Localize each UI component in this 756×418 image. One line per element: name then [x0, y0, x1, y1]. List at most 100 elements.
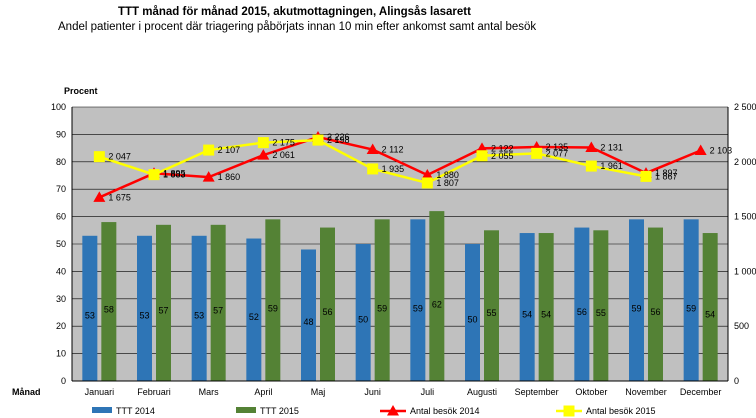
y-tick-label: 90 — [56, 129, 66, 139]
y2-tick-label: 2 000 — [734, 157, 756, 167]
bar-data-label: 59 — [268, 303, 278, 313]
bar — [301, 249, 316, 381]
bar — [702, 233, 718, 381]
bar — [519, 233, 535, 381]
bar — [355, 244, 371, 381]
point-data-label: 1 867 — [655, 171, 678, 181]
series-point — [421, 177, 433, 189]
legend: TTT 2014 TTT 2015 Antal besök 2014 Antal be… — [92, 405, 656, 417]
legend-swatch — [92, 407, 112, 413]
legend-label: Antal besök 2015 — [586, 406, 656, 416]
y-tick-label: 20 — [56, 321, 66, 331]
y-tick-label: 10 — [56, 349, 66, 359]
bar — [465, 244, 480, 381]
x-tick-label: Maj — [311, 387, 326, 397]
y-tick-label: 50 — [56, 239, 66, 249]
bar — [574, 227, 590, 381]
bar-data-label: 48 — [303, 317, 313, 327]
y-tick-label: 40 — [56, 266, 66, 276]
series-point — [203, 144, 215, 156]
point-data-label: 2 198 — [327, 135, 350, 145]
legend-label: TTT 2015 — [260, 406, 299, 416]
series-point — [585, 141, 598, 152]
point-data-label: 2 077 — [546, 148, 569, 158]
y-tick-label: 70 — [56, 184, 66, 194]
legend-marker — [563, 405, 575, 417]
bar — [137, 235, 152, 381]
bar-data-label: 56 — [650, 307, 660, 317]
series-point — [93, 151, 105, 163]
y-tick-label: 80 — [56, 157, 66, 167]
series-point — [257, 137, 269, 149]
bar — [429, 211, 445, 381]
bar-data-label: 50 — [467, 314, 477, 324]
chart-subtitle: Andel patienter i procent där triagering… — [58, 21, 536, 33]
bar-data-label: 58 — [104, 304, 114, 314]
series-point — [202, 171, 215, 182]
bar — [101, 222, 117, 381]
chart-title: TTT månad för månad 2015, akutmottagning… — [118, 6, 471, 18]
point-data-label: 1 935 — [382, 164, 405, 174]
bar-data-label: 53 — [139, 311, 149, 321]
series-point — [640, 170, 652, 182]
bar-data-label: 50 — [358, 314, 368, 324]
bar-data-label: 54 — [522, 309, 532, 319]
point-data-label: 1 883 — [163, 170, 186, 180]
bar-data-label: 53 — [194, 311, 204, 321]
bar — [629, 219, 644, 381]
bar — [538, 233, 554, 381]
point-data-label: 1 807 — [436, 178, 459, 188]
bar-data-label: 54 — [541, 309, 551, 319]
point-data-label: 2 135 — [546, 142, 569, 152]
series-point — [312, 134, 324, 146]
x-tick-label: Juli — [421, 387, 435, 397]
bar — [191, 235, 207, 381]
bar-data-label: 56 — [322, 307, 332, 317]
bar — [374, 219, 390, 381]
x-axis-label: Månad — [12, 387, 41, 397]
x-tick-label: Mars — [199, 387, 219, 397]
x-tick-label: December — [680, 387, 722, 397]
y2-tick-label: 0 — [734, 376, 739, 386]
point-data-label: 2 112 — [382, 145, 404, 155]
series-point — [694, 144, 707, 156]
y-tick-label: 60 — [56, 212, 66, 222]
bar — [648, 227, 663, 381]
y2-tick-label: 1 000 — [734, 266, 756, 276]
series-point — [257, 149, 270, 160]
bar-data-label: 56 — [577, 307, 587, 317]
point-data-label: 2 047 — [108, 152, 131, 162]
series-point — [421, 168, 434, 180]
point-data-label: 1 961 — [600, 161, 623, 171]
legend-label: TTT 2014 — [116, 406, 155, 416]
bar — [484, 230, 499, 381]
series-point — [531, 147, 543, 159]
x-tick-label: Januari — [85, 387, 115, 397]
y2-tick-label: 1 500 — [734, 212, 756, 222]
bar-data-label: 62 — [432, 300, 442, 310]
x-tick-label: Oktober — [575, 387, 607, 397]
series-line — [98, 135, 702, 199]
bar — [683, 219, 699, 381]
legend-swatch — [236, 407, 256, 413]
series-point — [476, 150, 488, 162]
point-data-label: 2 175 — [272, 138, 295, 148]
bar-data-label: 59 — [631, 303, 641, 313]
point-data-label: 1 860 — [218, 172, 241, 182]
bar — [593, 230, 609, 381]
bar — [246, 238, 262, 381]
point-data-label: 2 055 — [491, 151, 514, 161]
series-point — [585, 160, 597, 172]
series-point — [93, 191, 106, 202]
point-data-label: 1 895 — [163, 168, 186, 178]
point-data-label: 1 675 — [108, 192, 131, 202]
y-tick-label: 0 — [61, 376, 66, 386]
x-tick-label: Augusti — [467, 387, 497, 397]
x-tick-label: September — [515, 387, 559, 397]
legend-marker — [387, 405, 399, 416]
series-point — [366, 143, 379, 155]
x-tick-label: November — [625, 387, 667, 397]
y2-tick-label: 500 — [734, 321, 749, 331]
point-data-label: 1 897 — [655, 168, 678, 178]
